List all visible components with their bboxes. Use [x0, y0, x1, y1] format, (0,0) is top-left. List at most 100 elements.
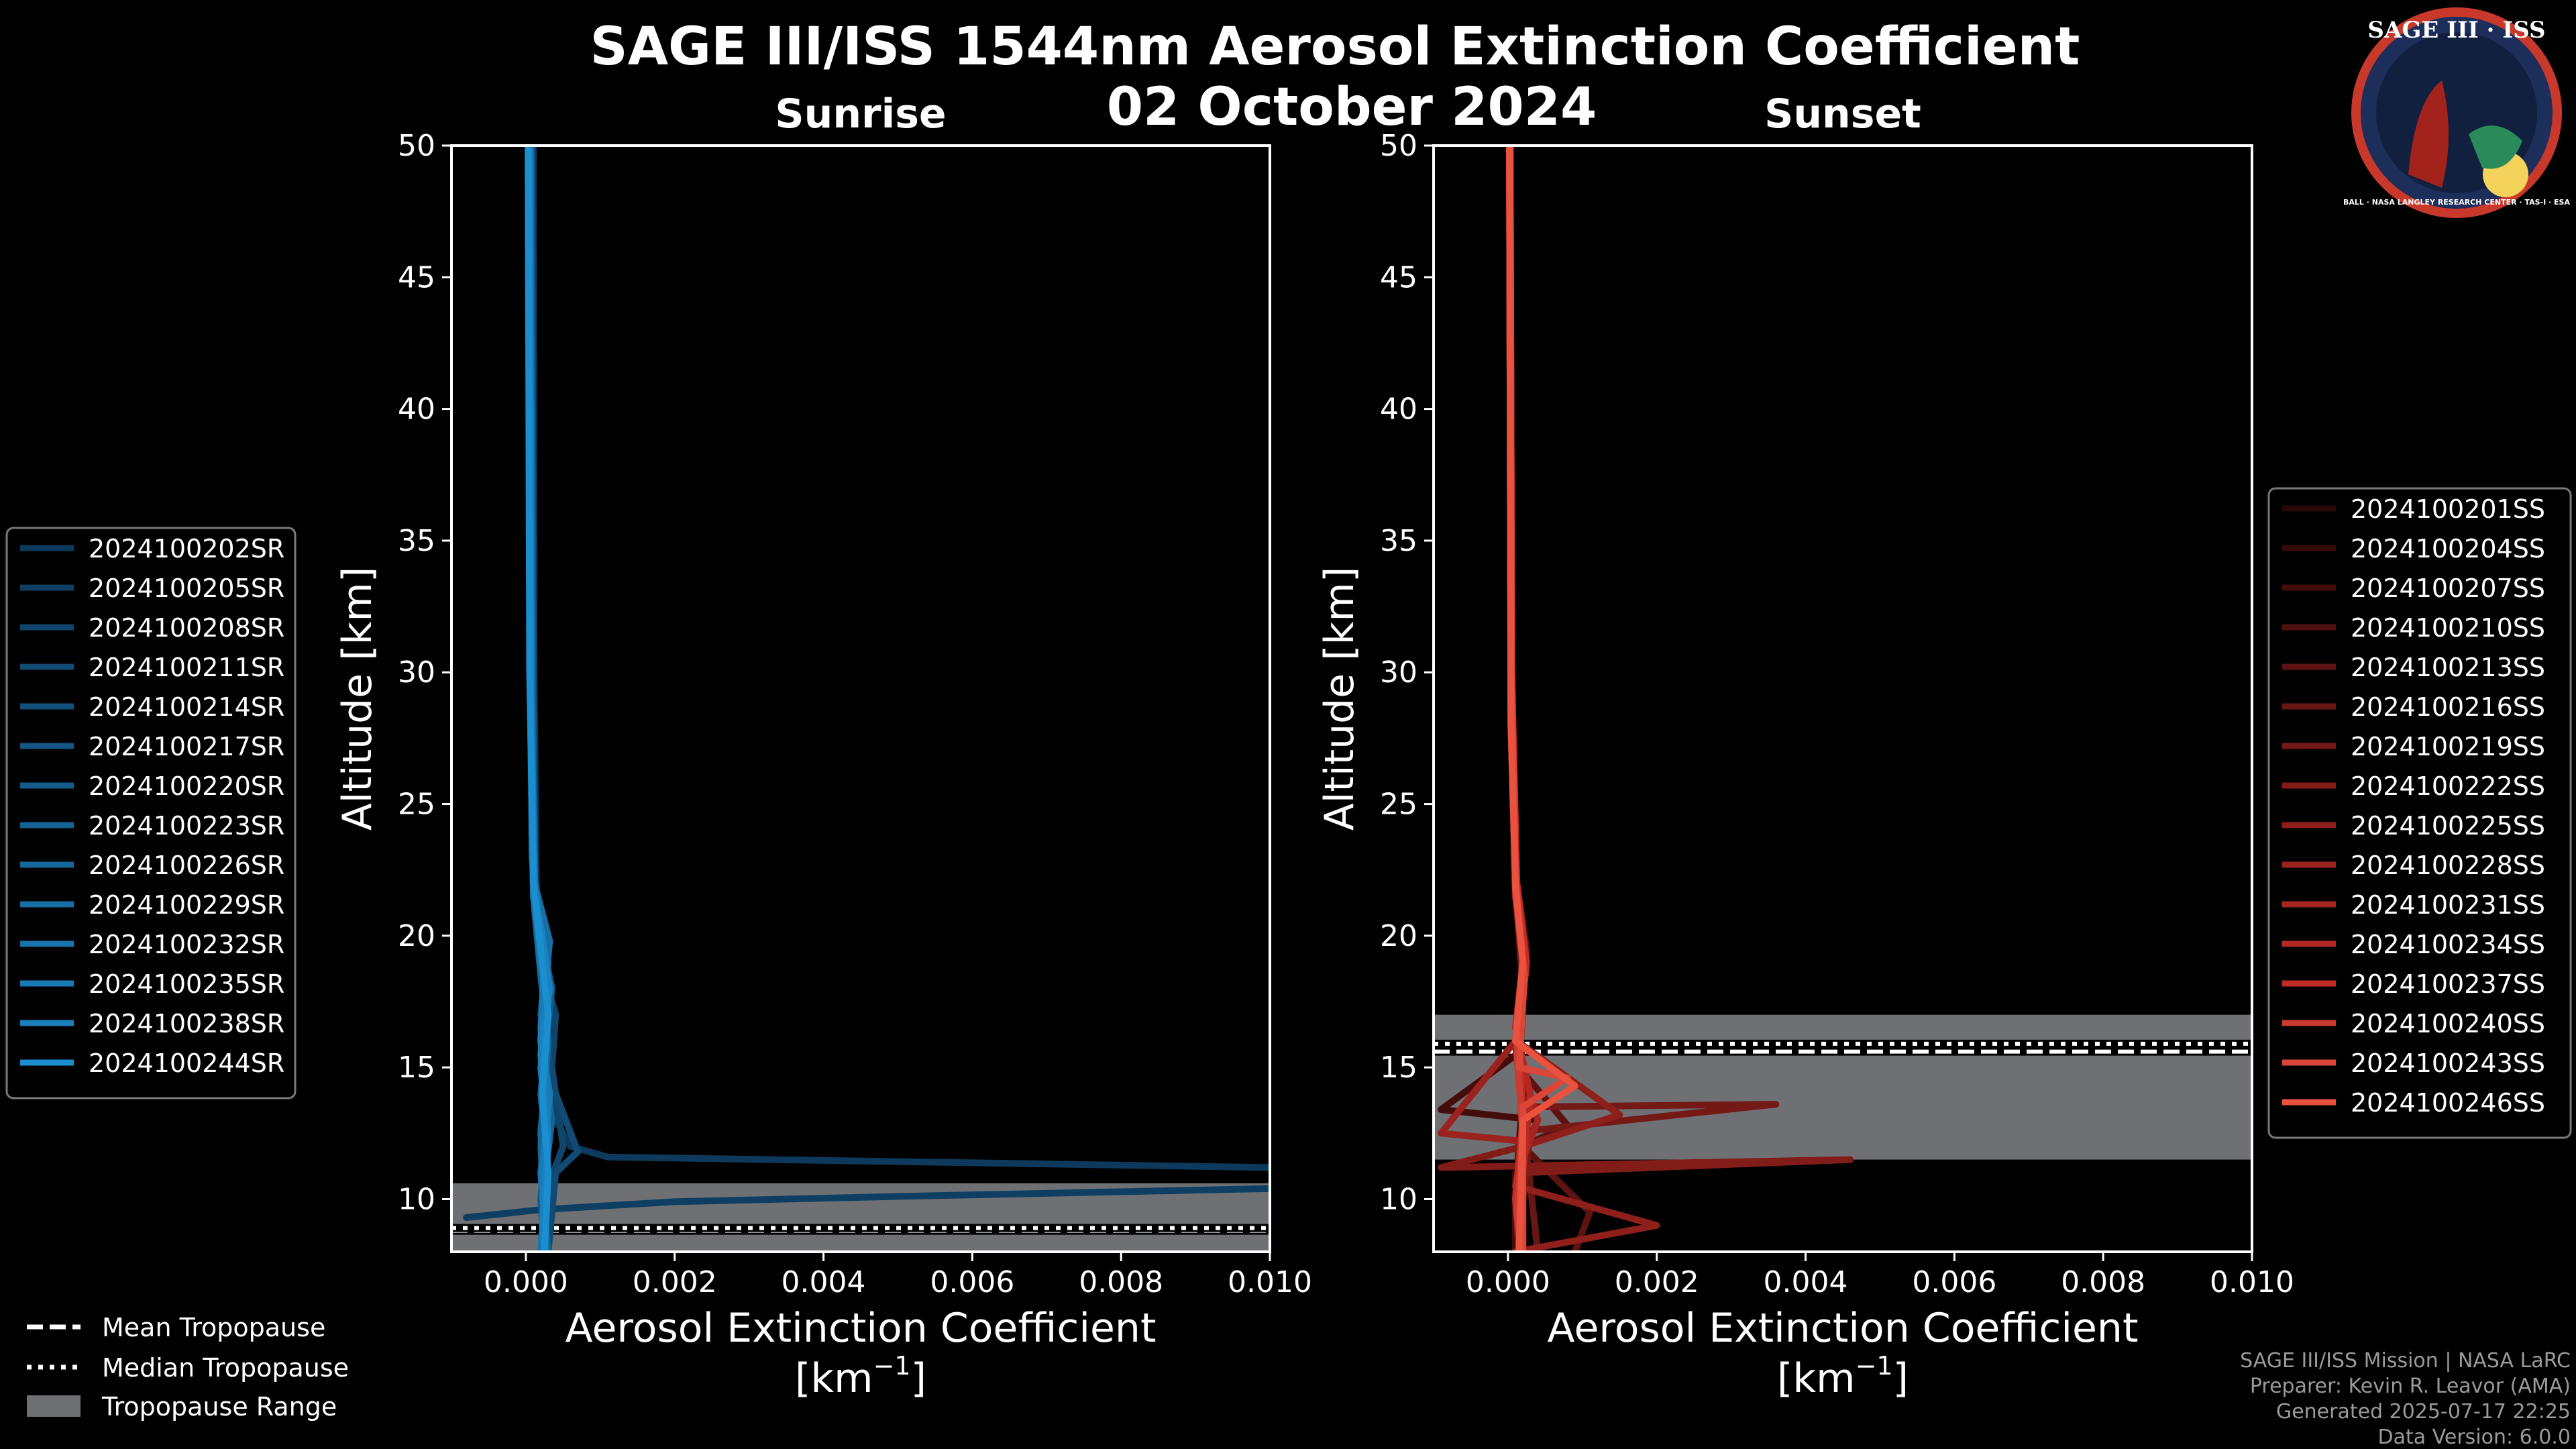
- sunrise-ylabel: Altitude [km]: [334, 567, 381, 831]
- sunrise-ytick-label-1: 15: [398, 1051, 435, 1085]
- sunset-panel: 0.000 0.002 0.004 0.006 0.008 0.010 10 15 20 25 30…: [1316, 91, 2572, 1402]
- sunrise-series-group: [463, 146, 1270, 1252]
- sunrise-legend-label-7: 2024100223SR: [89, 811, 284, 841]
- sunrise-xunit-end: ]: [911, 1355, 926, 1402]
- sunset-legend-label-13: 2024100240SS: [2351, 1009, 2545, 1038]
- sunrise-ytick-label-7: 45: [398, 260, 435, 294]
- sunrise-xtick-label-4: 0.008: [1079, 1265, 1163, 1299]
- sunset-legend-label-0: 2024100201SS: [2351, 494, 2545, 524]
- sunset-xtick-label-1: 0.002: [1615, 1265, 1699, 1299]
- sunrise-legend-label-2: 2024100208SR: [89, 613, 284, 643]
- sunrise-legend-label-13: 2024100244SR: [89, 1049, 284, 1078]
- logo-text-bottom: BALL · NASA LANGLEY RESEARCH CENTER · TA…: [2343, 198, 2570, 207]
- sunset-legend-label-5: 2024100216SS: [2351, 692, 2545, 722]
- sunset-legend-label-10: 2024100231SS: [2351, 890, 2545, 920]
- sunset-legend-label-4: 2024100213SS: [2351, 653, 2545, 682]
- sunrise-ytick-label-3: 25: [398, 788, 435, 822]
- sunset-ytick-label-2: 20: [1380, 919, 1417, 953]
- sunrise-legend-label-6: 2024100220SR: [89, 771, 284, 801]
- sunrise-legend-label-10: 2024100232SR: [89, 930, 284, 959]
- sunrise-panel: 0.000 0.002 0.004 0.006 0.008 0.010 10 15 20 25 30…: [5, 91, 1312, 1402]
- tropopause-legend: Mean Tropopause Median Tropopause Tropop…: [27, 1313, 349, 1421]
- sunset-legend-label-1: 2024100204SS: [2351, 534, 2545, 564]
- tropopause-range-swatch: [27, 1395, 80, 1417]
- main-title-line2: 02 October 2024: [1107, 77, 1597, 138]
- sunrise-legend-label-12: 2024100238SR: [89, 1009, 284, 1038]
- sunset-xunit-exp: −1: [1856, 1351, 1893, 1381]
- sunset-xtick-label-5: 0.010: [2210, 1265, 2294, 1299]
- sunset-legend-label-12: 2024100237SS: [2351, 969, 2545, 999]
- sunset-ytick-label-1: 15: [1380, 1051, 1417, 1085]
- sunrise-xunit-base: [km: [795, 1355, 873, 1402]
- sunset-xtick-label-3: 0.006: [1912, 1265, 1996, 1299]
- sunset-legend-box: [2267, 487, 2572, 1139]
- sunset-ytick-label-3: 25: [1380, 788, 1417, 822]
- sunrise-legend: 2024100202SR 2024100205SR 2024100208SR 2024…: [5, 527, 297, 1099]
- logo-text-top: SAGE III · ISS: [2367, 17, 2545, 44]
- sunset-legend-label-11: 2024100234SS: [2351, 930, 2545, 959]
- footer-credits: SAGE III/ISS Mission | NASA LaRC Prepare…: [2240, 1349, 2571, 1449]
- sunset-xunit: [km−1]: [1777, 1351, 1909, 1402]
- sunrise-legend-label-3: 2024100211SR: [89, 653, 284, 682]
- sunrise-ytick-label-5: 35: [398, 524, 435, 558]
- sunrise-ytick-label-8: 50: [398, 129, 435, 163]
- sunset-ytick-label-4: 30: [1380, 655, 1417, 690]
- sunrise-legend-label-8: 2024100226SR: [89, 851, 284, 880]
- mean-tropopause-label: Mean Tropopause: [102, 1313, 325, 1342]
- sunrise-ytick-label-0: 10: [398, 1182, 435, 1216]
- sunset-xtick-label-4: 0.008: [2061, 1265, 2145, 1299]
- logo-earth: [2469, 125, 2522, 169]
- sunrise-series-2024100205SR: [463, 1185, 1270, 1221]
- sunrise-xtick-label-2: 0.004: [782, 1265, 866, 1299]
- sunset-ytick-label-7: 45: [1380, 260, 1417, 294]
- sunset-legend-label-6: 2024100219SS: [2351, 732, 2545, 761]
- sunset-legend-label-15: 2024100246SS: [2351, 1088, 2545, 1118]
- footer-line4: Data Version: 6.0.0: [2378, 1426, 2571, 1449]
- sunrise-xtick-label-0: 0.000: [484, 1265, 568, 1299]
- tropopause-range-label: Tropopause Range: [101, 1392, 337, 1421]
- footer-line1: SAGE III/ISS Mission | NASA LaRC: [2240, 1349, 2571, 1373]
- sunset-ytick-label-5: 35: [1380, 524, 1417, 558]
- sunrise-legend-label-5: 2024100217SR: [89, 732, 284, 761]
- sunrise-ytick-label-2: 20: [398, 919, 435, 953]
- sunrise-series-2024100244SR: [525, 146, 552, 1252]
- sunrise-xtick-label-5: 0.010: [1228, 1265, 1312, 1299]
- sunset-xlabel: Aerosol Extinction Coefficient: [1548, 1305, 2139, 1352]
- median-tropopause-label: Median Tropopause: [102, 1353, 349, 1383]
- main-title-line1: SAGE III/ISS 1544nm Aerosol Extinction C…: [590, 17, 2080, 77]
- sunset-xtick-label-0: 0.000: [1466, 1265, 1550, 1299]
- sunrise-plot-frame: [450, 144, 1271, 1253]
- logo-figure: [2408, 80, 2449, 188]
- sunset-legend-label-2: 2024100207SS: [2351, 574, 2545, 603]
- sunrise-legend-label-0: 2024100202SR: [89, 534, 284, 564]
- sunset-ytick-label-0: 10: [1380, 1182, 1417, 1216]
- sunset-xtick-label-2: 0.004: [1764, 1265, 1848, 1299]
- sunset-legend-label-14: 2024100243SS: [2351, 1049, 2545, 1078]
- sunset-legend-label-9: 2024100228SS: [2351, 851, 2545, 880]
- sunrise-subtitle: Sunrise: [775, 91, 946, 138]
- sunset-legend-label-3: 2024100210SS: [2351, 613, 2545, 643]
- sunrise-legend-label-9: 2024100229SR: [89, 890, 284, 920]
- sunset-legend-label-7: 2024100222SS: [2351, 771, 2545, 801]
- sunset-subtitle: Sunset: [1764, 91, 1921, 138]
- sunset-series-2024100246SS: [1506, 146, 1578, 1252]
- sunrise-legend-label-4: 2024100214SR: [89, 692, 284, 722]
- sunset-ytick-label-8: 50: [1380, 129, 1417, 163]
- sunrise-legend-label-11: 2024100235SR: [89, 969, 284, 999]
- sunrise-ytick-label-4: 30: [398, 655, 435, 690]
- sunrise-xtick-label-3: 0.006: [930, 1265, 1014, 1299]
- footer-line2: Preparer: Kevin R. Leavor (AMA): [2250, 1375, 2571, 1398]
- sunset-plot-frame: [1432, 144, 2253, 1253]
- sunrise-xlabel: Aerosol Extinction Coefficient: [566, 1305, 1157, 1352]
- sage-logo: SAGE III · ISS BALL · NASA LANGLEY RESEA…: [2343, 7, 2570, 218]
- sunrise-xunit: [km−1]: [795, 1351, 926, 1402]
- sunset-legend-label-8: 2024100225SS: [2351, 811, 2545, 841]
- sunrise-ytick-label-6: 40: [398, 392, 435, 427]
- sunset-ytick-label-6: 40: [1380, 392, 1417, 427]
- sunrise-xunit-exp: −1: [873, 1351, 911, 1381]
- sunrise-xtick-label-1: 0.002: [633, 1265, 717, 1299]
- sunset-xunit-base: [km: [1777, 1355, 1856, 1402]
- sunset-series-group: [1438, 146, 1854, 1252]
